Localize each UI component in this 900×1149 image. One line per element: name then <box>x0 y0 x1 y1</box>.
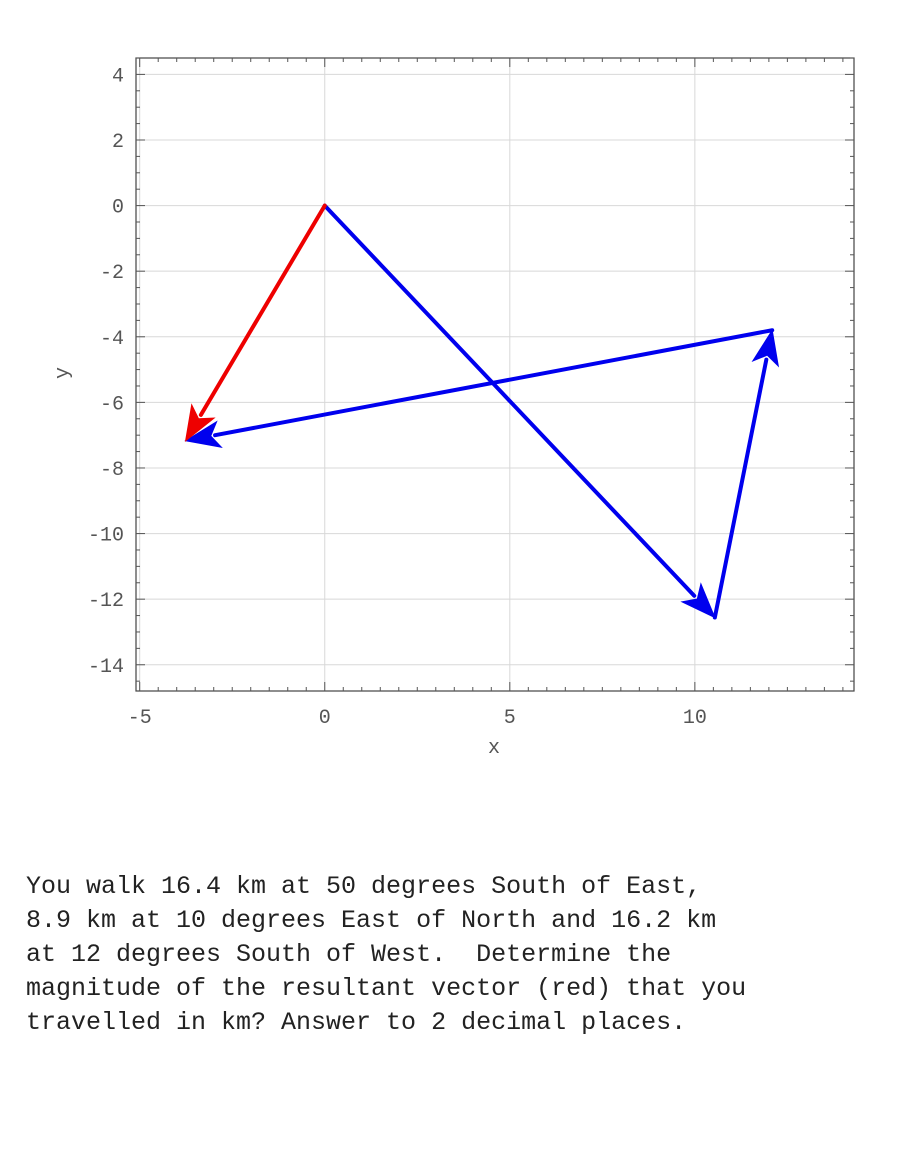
x-axis-label: x <box>488 737 500 760</box>
plot-frame <box>135 57 855 692</box>
grid-lines <box>136 58 854 691</box>
y-tick-label: 0 <box>112 197 124 220</box>
minor-ticks <box>136 57 854 691</box>
y-tick-label: 2 <box>112 131 124 154</box>
y-tick-label: -6 <box>100 393 124 416</box>
vector-plot: -5 0 5 10 4 2 0 -2 -4 -6 -8 -10 -12 -14 x y <box>52 57 855 760</box>
question-line: travelled in km? Answer to 2 decimal pla… <box>26 1008 687 1037</box>
y-tick-label: -8 <box>100 459 124 482</box>
question-line: magnitude of the resultant vector (red) … <box>26 974 747 1003</box>
y-tick-label: 4 <box>112 65 124 88</box>
question-line: at 12 degrees South of West. Determine t… <box>26 940 672 969</box>
y-tick-label: -12 <box>88 590 124 613</box>
question-line: You walk 16.4 km at 50 degrees South of … <box>26 872 702 901</box>
x-tick-label: 0 <box>319 707 331 730</box>
y-axis-ticks: 4 2 0 -2 -4 -6 -8 -10 -12 -14 <box>88 65 124 678</box>
y-tick-label: -4 <box>100 328 124 351</box>
vector-arrowhead <box>184 420 223 448</box>
y-tick-label: -14 <box>88 656 124 679</box>
vector-shaft <box>712 357 769 620</box>
x-tick-label: 5 <box>504 707 516 730</box>
question-text: You walk 16.4 km at 50 degrees South of … <box>26 870 886 1040</box>
vector-arrow <box>184 328 775 448</box>
question-line: 8.9 km at 10 degrees East of North and 1… <box>26 906 717 935</box>
vector-arrowhead <box>680 582 716 619</box>
x-axis-ticks: -5 0 5 10 <box>128 707 707 730</box>
vectors <box>184 203 780 620</box>
vector-shaft <box>198 203 327 417</box>
vector-shaft <box>322 203 697 598</box>
y-tick-label: -10 <box>88 525 124 548</box>
vector-arrowhead <box>751 328 780 368</box>
y-axis-label: y <box>52 367 75 379</box>
vector-arrowhead <box>184 403 216 443</box>
vector-shaft <box>213 328 775 438</box>
vector-arrow <box>322 203 716 619</box>
x-tick-label: 10 <box>683 707 707 730</box>
vector-arrow <box>184 203 327 443</box>
x-tick-label: -5 <box>128 707 152 730</box>
y-tick-label: -2 <box>100 262 124 285</box>
vector-arrow <box>712 328 780 620</box>
